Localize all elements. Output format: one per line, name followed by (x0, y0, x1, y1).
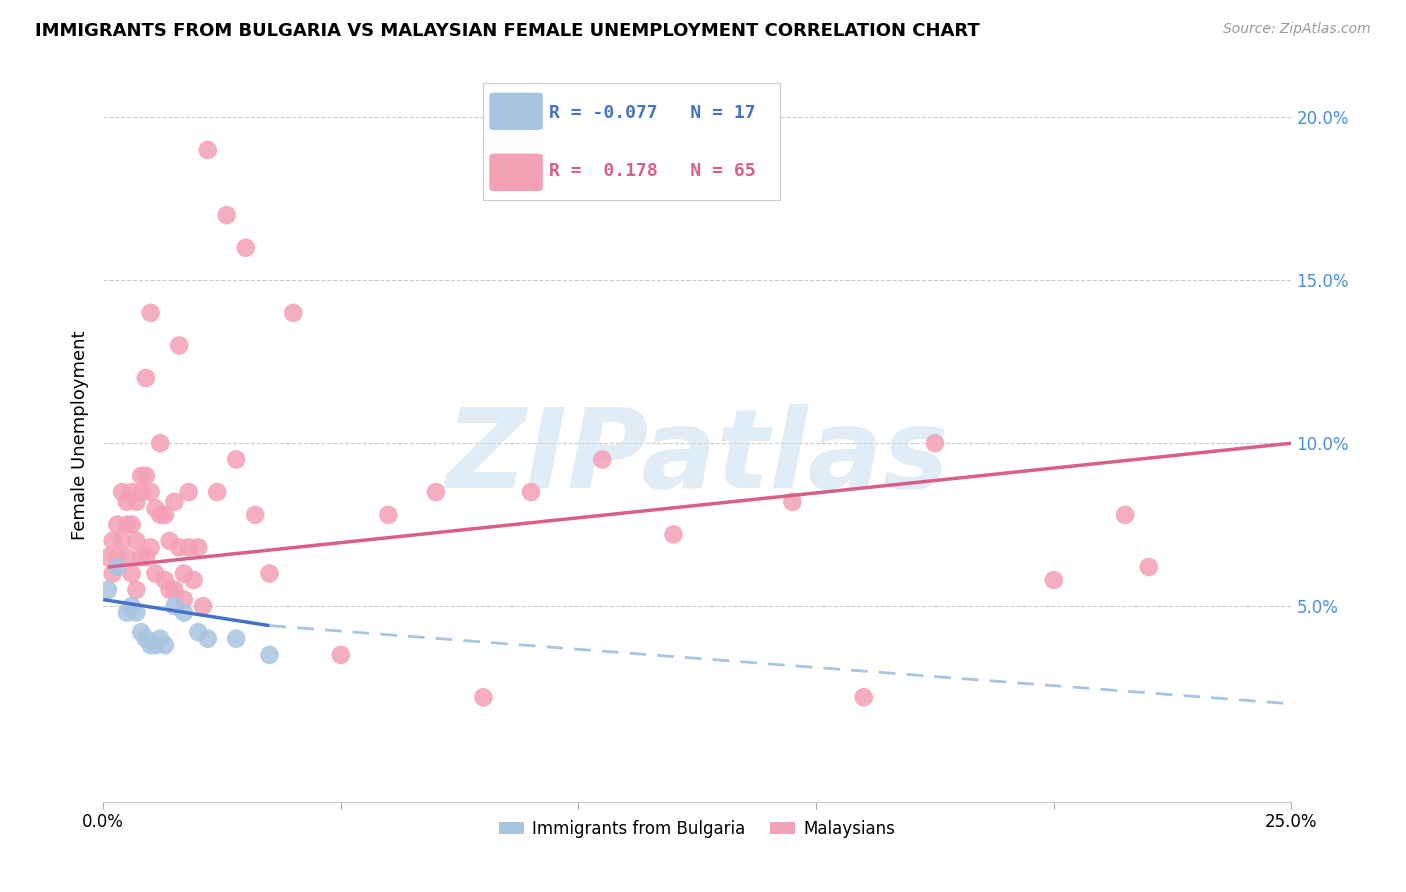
Point (149, 632, 172, 646)
Point (145, 566, 167, 581)
Point (163, 495, 186, 509)
Point (153, 573, 176, 587)
Point (852, 690, 875, 705)
Point (139, 485, 162, 500)
Point (425, 485, 447, 500)
Point (177, 485, 200, 500)
Point (115, 495, 138, 509)
Point (121, 599, 143, 613)
Point (105, 550, 128, 565)
Point (153, 508, 176, 522)
Point (197, 143, 219, 157)
Point (1114, 508, 1136, 522)
Point (662, 527, 685, 541)
Point (173, 606, 195, 620)
Point (163, 599, 186, 613)
Point (125, 495, 148, 509)
Point (197, 632, 219, 646)
Point (145, 501, 167, 516)
Point (259, 566, 281, 581)
Point (159, 582, 181, 597)
Point (167, 338, 190, 352)
Point (472, 690, 495, 705)
Point (111, 485, 134, 500)
Point (235, 241, 257, 255)
Point (225, 452, 247, 467)
Point (187, 625, 209, 640)
Point (139, 306, 162, 320)
Point (159, 533, 181, 548)
Point (187, 541, 209, 555)
Legend: Immigrants from Bulgaria, Malaysians: Immigrants from Bulgaria, Malaysians (492, 814, 903, 845)
Point (121, 517, 143, 532)
Point (177, 541, 200, 555)
Point (105, 560, 128, 574)
Point (329, 648, 352, 662)
Point (135, 550, 157, 565)
Point (125, 533, 148, 548)
Point (125, 582, 148, 597)
Point (135, 632, 157, 646)
Point (782, 495, 804, 509)
Point (105, 517, 128, 532)
Point (129, 485, 152, 500)
Point (377, 508, 399, 522)
Point (139, 541, 162, 555)
Point (115, 606, 138, 620)
Point (283, 306, 305, 320)
Point (1042, 573, 1064, 587)
Point (183, 573, 205, 587)
Point (125, 606, 148, 620)
Point (215, 208, 238, 222)
Point (225, 632, 247, 646)
Point (191, 599, 214, 613)
Text: IMMIGRANTS FROM BULGARIA VS MALAYSIAN FEMALE UNEMPLOYMENT CORRELATION CHART: IMMIGRANTS FROM BULGARIA VS MALAYSIAN FE… (35, 22, 980, 40)
Point (149, 436, 172, 450)
Point (173, 592, 195, 607)
Point (129, 468, 152, 483)
Y-axis label: Female Unemployment: Female Unemployment (72, 330, 89, 540)
Point (1137, 560, 1160, 574)
Point (139, 638, 162, 652)
Point (924, 436, 946, 450)
Text: Source: ZipAtlas.com: Source: ZipAtlas.com (1223, 22, 1371, 37)
Point (245, 508, 267, 522)
Point (129, 625, 152, 640)
Point (145, 638, 167, 652)
Point (115, 517, 138, 532)
Point (153, 638, 176, 652)
Point (591, 452, 613, 467)
Point (135, 371, 157, 385)
Point (101, 533, 124, 548)
Point (167, 541, 190, 555)
Point (121, 566, 143, 581)
Point (129, 550, 152, 565)
Point (135, 468, 157, 483)
Point (101, 566, 124, 581)
Text: ZIPatlas: ZIPatlas (446, 403, 949, 510)
Point (115, 550, 138, 565)
Point (173, 566, 195, 581)
Point (205, 485, 228, 500)
Point (163, 582, 186, 597)
Point (520, 485, 543, 500)
Point (97, 550, 120, 565)
Point (121, 485, 143, 500)
Point (111, 533, 134, 548)
Point (149, 508, 172, 522)
Point (259, 648, 281, 662)
Point (97, 582, 120, 597)
